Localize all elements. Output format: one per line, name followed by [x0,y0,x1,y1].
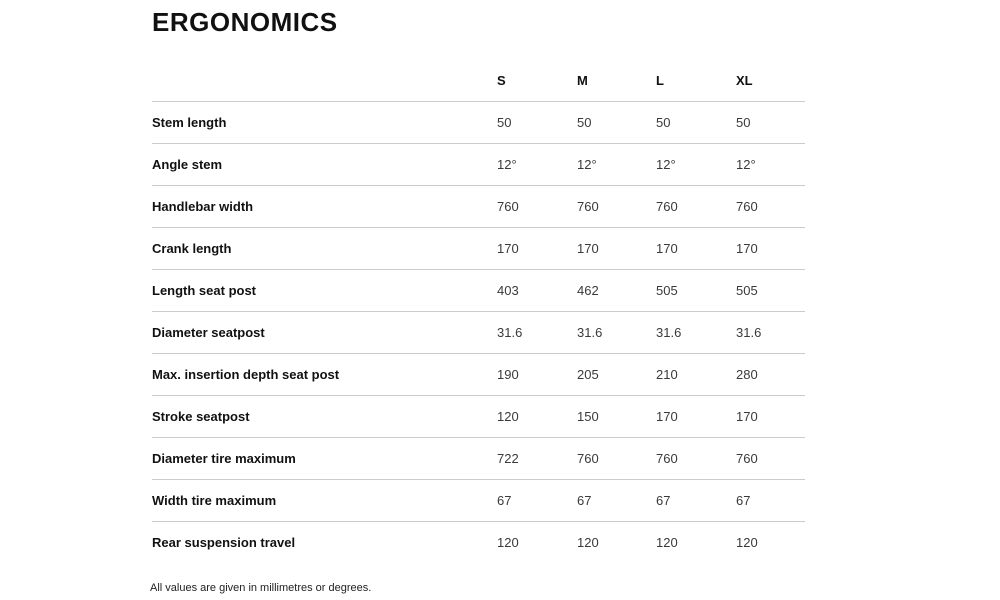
cell-value: 67 [656,479,736,522]
table-row: Crank length 170 170 170 170 [152,227,805,270]
row-label: Stem length [152,101,497,144]
table-row: Stroke seatpost 120 150 170 170 [152,395,805,438]
cell-value: 190 [497,353,577,396]
row-label: Crank length [152,227,497,270]
table-row: Angle stem 12° 12° 12° 12° [152,143,805,186]
cell-value: 50 [736,101,805,144]
row-label: Length seat post [152,269,497,312]
cell-value: 50 [656,101,736,144]
row-label: Rear suspension travel [152,535,296,550]
cell-value: 170 [736,395,805,438]
cell-value: 210 [656,353,736,396]
cell-value: 205 [577,353,656,396]
column-header-l: L [656,60,736,102]
cell-value: 12° [656,143,736,186]
cell-value: 170 [497,227,577,270]
row-label: Max. insertion depth seat post [152,353,497,396]
cell-value: 170 [577,227,656,270]
table-row: Length seat post 403 462 505 505 [152,269,805,312]
table-row: Diameter tire maximum 722 760 760 760 [152,437,805,480]
cell-value: 760 [736,437,805,480]
cell-value: 760 [497,185,577,228]
cell-value: 12° [736,143,805,186]
header-spec-label [152,60,497,102]
cell-value: 403 [497,269,577,312]
cell-value: 31.6 [497,311,577,354]
cell-value: 505 [656,269,736,312]
cell-value: 120 [736,535,758,550]
page-title: ERGONOMICS [152,7,338,37]
row-label: Angle stem [152,143,497,186]
cell-value: 31.6 [656,311,736,354]
cell-value: 505 [736,269,805,312]
cell-value: 760 [577,185,656,228]
cell-value: 170 [656,227,736,270]
cell-value: 67 [736,479,805,522]
header-row: S M L XL [152,60,805,102]
cell-value: 760 [656,185,736,228]
cell-value: 760 [577,437,656,480]
cell-value: 31.6 [577,311,656,354]
row-label: Handlebar width [152,185,497,228]
cell-value: 170 [736,227,805,270]
cell-value: 67 [577,479,656,522]
table-row: Diameter seatpost 31.6 31.6 31.6 31.6 [152,311,805,354]
row-label: Diameter tire maximum [152,437,497,480]
table-row: Rear suspension travel 120 120 120 120 [152,522,805,564]
cell-value: 12° [577,143,656,186]
cell-value: 50 [577,101,656,144]
row-label: Stroke seatpost [152,395,497,438]
column-header-s: S [497,60,577,102]
column-header-xl: XL [736,60,805,102]
cell-value: 31.6 [736,311,805,354]
cell-value: 462 [577,269,656,312]
cell-value: 760 [656,437,736,480]
cell-value: 150 [577,395,656,438]
row-label: Diameter seatpost [152,311,497,354]
cell-value: 170 [656,395,736,438]
cell-value: 760 [736,185,805,228]
table-row: Width tire maximum 67 67 67 67 [152,479,805,522]
table-row: Max. insertion depth seat post 190 205 2… [152,353,805,396]
cell-value: 50 [497,101,577,144]
cell-value: 120 [497,535,519,550]
cell-value: 67 [497,479,577,522]
cell-value: 280 [736,353,805,396]
cell-value: 722 [497,437,577,480]
cell-value: 12° [497,143,577,186]
content-area: ERGONOMICS S M L XL Stem l [150,7,805,595]
cell-value: 120 [656,535,678,550]
column-header-m: M [577,60,656,102]
row-label: Width tire maximum [152,479,497,522]
cell-value: 120 [577,535,599,550]
table-row: Handlebar width 760 760 760 760 [152,185,805,228]
ergonomics-table: S M L XL Stem length 50 50 50 50 Angle s… [152,60,805,563]
cell-value: 120 [497,395,577,438]
table-row: Stem length 50 50 50 50 [152,101,805,144]
footnote: All values are given in millimetres or d… [150,582,372,594]
